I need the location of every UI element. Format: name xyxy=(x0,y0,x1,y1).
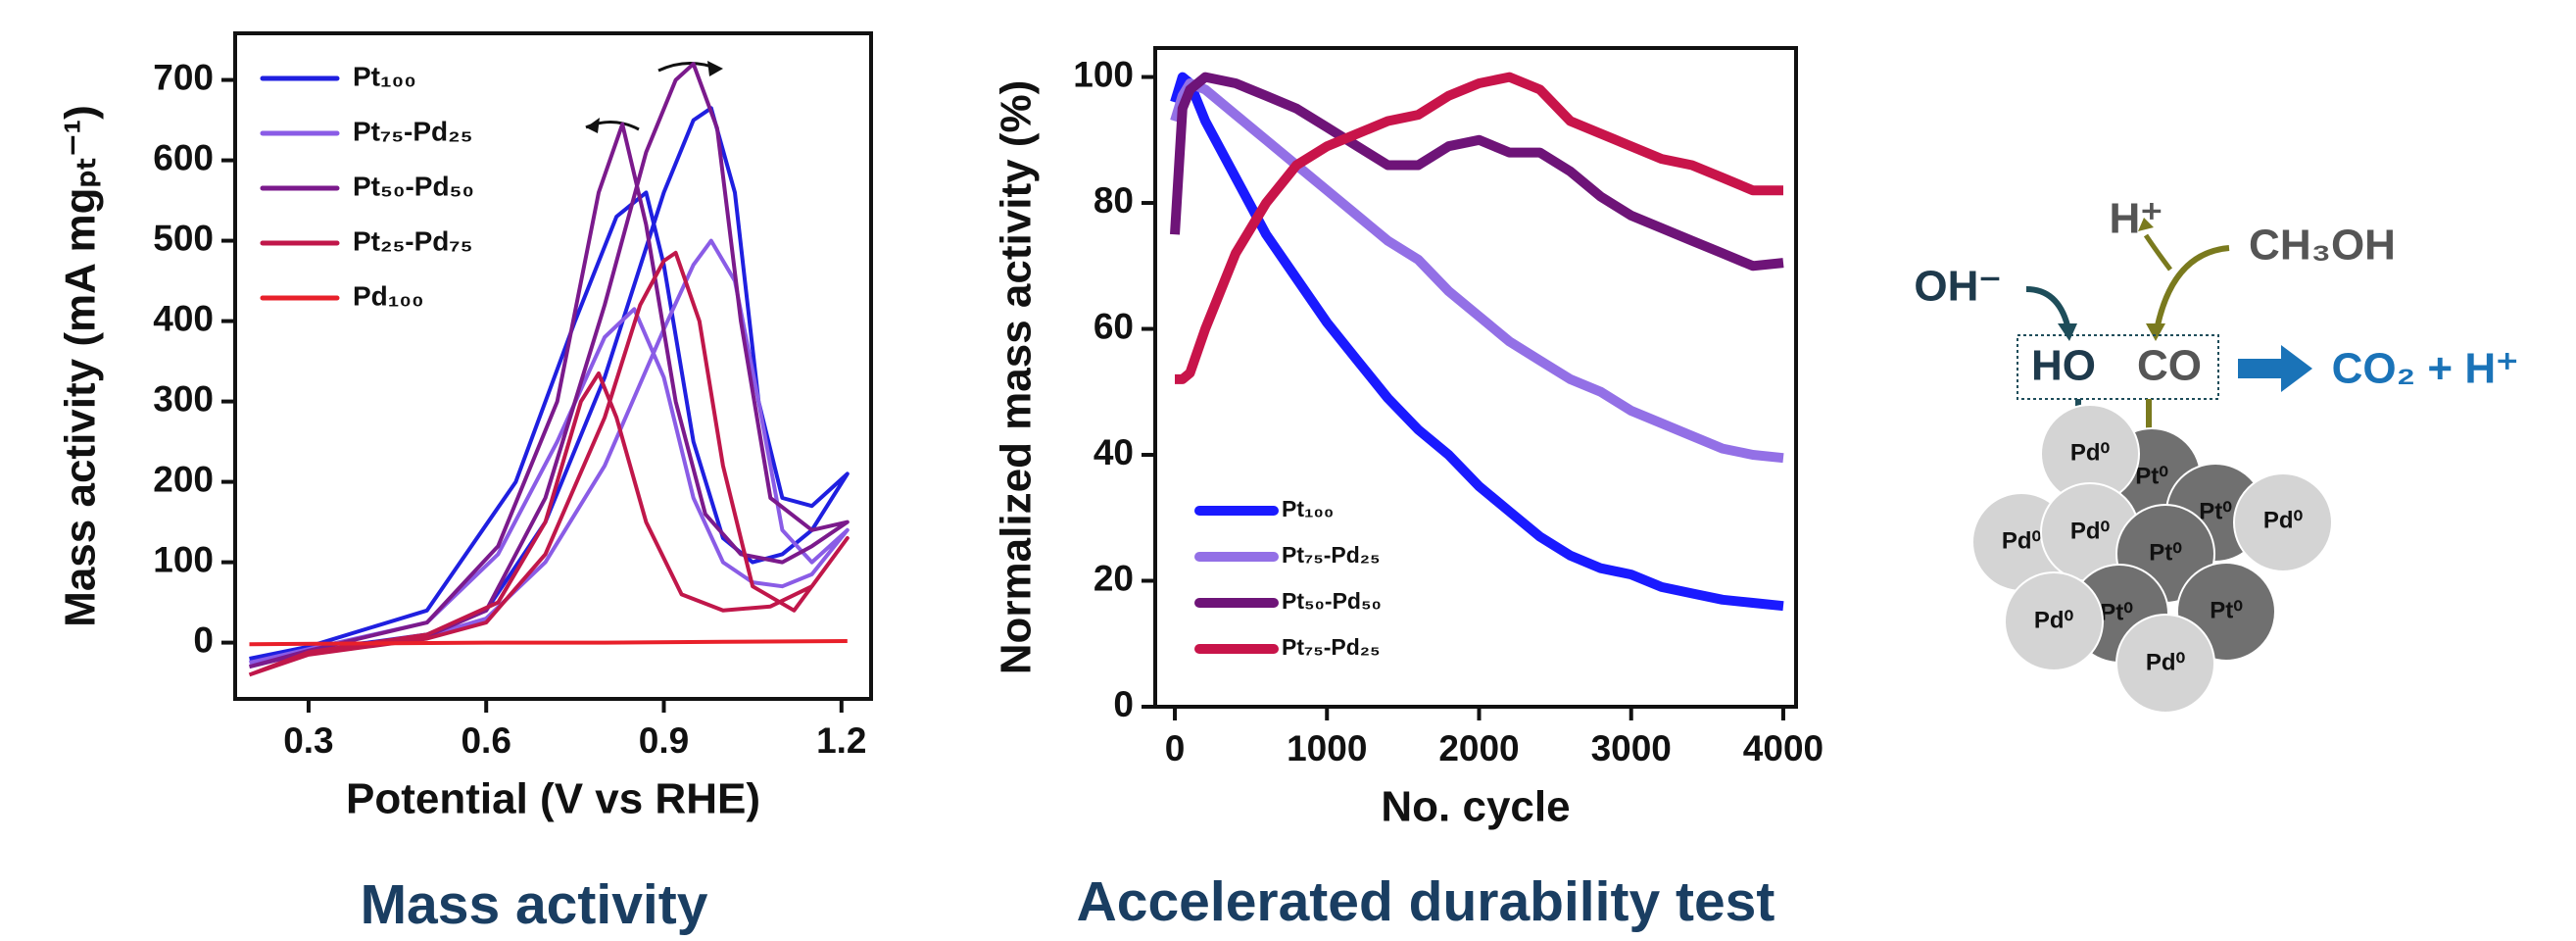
particle xyxy=(2233,472,2333,572)
x-axis-label: No. cycle xyxy=(1381,783,1570,831)
arrow-head xyxy=(586,118,600,133)
y-tick-label: 600 xyxy=(153,137,214,177)
h-arrow xyxy=(2143,233,2173,272)
y-tick-label: 20 xyxy=(1094,558,1134,598)
hydroxide-label: OH⁻ xyxy=(1914,263,2001,311)
legend-label: Pt₇₅-Pd₂₅ xyxy=(1282,542,1381,568)
y-tick-label: 100 xyxy=(1073,54,1134,94)
methanol-label: CH₃OH xyxy=(2249,222,2396,270)
particle-label: Pd⁰ xyxy=(2002,527,2042,554)
legend-label: Pt₁₀₀ xyxy=(353,61,416,91)
series-line xyxy=(248,62,850,669)
legend-label: Pt₅₀-Pd₅₀ xyxy=(353,171,474,201)
product-arrow xyxy=(2238,359,2283,378)
arrow-head xyxy=(2058,323,2077,341)
caption: Mass activity xyxy=(361,873,708,936)
adsorbate-box xyxy=(2017,334,2219,400)
particle-label: Pd⁰ xyxy=(2034,607,2074,633)
y-axis-label: Normalized mass activity (%) xyxy=(993,80,1041,674)
arrow-head xyxy=(2146,323,2165,341)
methanol-arrow xyxy=(2153,245,2230,336)
plot-frame xyxy=(233,31,873,701)
x-tick-label: 0.9 xyxy=(639,720,689,761)
y-tick-label: 700 xyxy=(153,57,214,97)
y-tick-label: 200 xyxy=(153,459,214,499)
legend-label: Pt₂₅-Pd₇₅ xyxy=(353,225,472,256)
y-axis-label: Mass activity (mA mgₚₜ⁻¹) xyxy=(57,105,105,627)
proton-label: H⁺ xyxy=(2110,195,2163,243)
y-tick-label: 40 xyxy=(1094,432,1134,472)
y-tick-label: 400 xyxy=(153,298,214,338)
x-tick-label: 0.3 xyxy=(283,720,333,761)
series-line xyxy=(249,238,850,666)
ho-label: HO xyxy=(2031,342,2096,390)
particle-label: Pd⁰ xyxy=(2070,518,2111,544)
y-tick-label: 0 xyxy=(193,619,214,660)
x-tick-label: 4000 xyxy=(1743,728,1823,768)
arrow-head xyxy=(2138,218,2154,231)
x-tick-label: 1000 xyxy=(1287,728,1367,768)
particle xyxy=(2004,571,2104,671)
particle-label: Pd⁰ xyxy=(2070,439,2111,466)
x-axis-label: Potential (V vs RHE) xyxy=(346,775,760,823)
product-label: CO₂ + H⁺ xyxy=(2332,345,2519,393)
series-line xyxy=(1170,78,1784,464)
legend-label: Pt₁₀₀ xyxy=(1282,496,1334,521)
legend-label: Pt₇₅-Pd₂₅ xyxy=(353,116,472,146)
nanoparticle: Pt⁰ Pd⁰ Pt⁰ Pd⁰ Pd⁰ Pd⁰ Pt⁰ Pt⁰ Pt⁰ Pd⁰ Pd⁰ xyxy=(1971,404,2333,714)
series-line xyxy=(248,250,850,677)
legend-label: Pd₁₀₀ xyxy=(353,280,424,311)
x-tick-label: 1.2 xyxy=(816,720,866,761)
y-tick-label: 60 xyxy=(1094,306,1134,346)
legend-label: Pt₇₅-Pd₂₅ xyxy=(1282,634,1381,660)
x-tick-label: 0.6 xyxy=(461,720,510,761)
particle-label: Pd⁰ xyxy=(2263,507,2304,533)
x-tick-label: 3000 xyxy=(1591,728,1672,768)
y-tick-label: 100 xyxy=(153,539,214,579)
series-line xyxy=(249,106,850,661)
particle-label: Pd⁰ xyxy=(2146,649,2186,675)
particle-label: Pt⁰ xyxy=(2100,599,2133,625)
y-tick-label: 300 xyxy=(153,378,214,419)
y-tick-label: 500 xyxy=(153,218,214,258)
plot-frame xyxy=(1153,46,1798,709)
particle-label: Pt⁰ xyxy=(2135,463,2168,489)
oh-arrow xyxy=(2025,286,2070,326)
series-line xyxy=(1175,72,1783,384)
arrow-head xyxy=(2281,345,2312,392)
x-tick-label: 2000 xyxy=(1438,728,1519,768)
particle xyxy=(2115,614,2215,714)
y-tick-label: 80 xyxy=(1094,180,1134,221)
legend-label: Pt₅₀-Pd₅₀ xyxy=(1282,588,1382,614)
particle-label: Pt⁰ xyxy=(2149,539,2182,566)
caption: Accelerated durability test xyxy=(1077,870,1775,933)
series-line xyxy=(249,639,848,647)
x-tick-label: 0 xyxy=(1165,728,1186,768)
series-line xyxy=(1170,72,1784,612)
y-tick-label: 0 xyxy=(1113,684,1134,724)
arrow-head xyxy=(707,61,723,76)
series-line xyxy=(1170,72,1784,272)
particle-label: Pt⁰ xyxy=(2210,597,2243,623)
co-label: CO xyxy=(2137,342,2202,390)
particle-label: Pt⁰ xyxy=(2199,498,2232,524)
